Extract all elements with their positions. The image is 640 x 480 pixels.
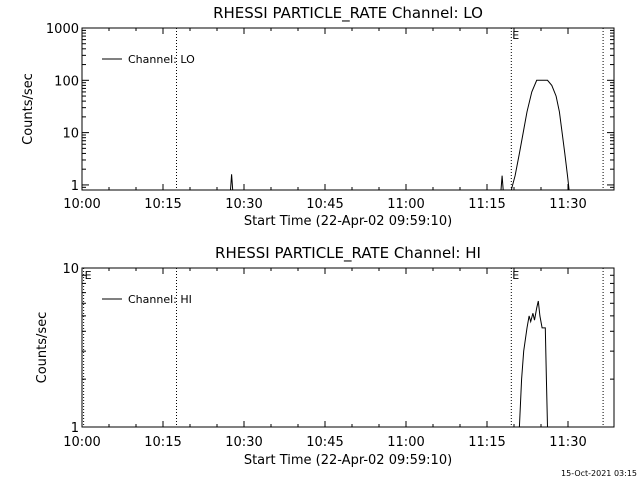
x-tick-label: 11:00 [387,197,424,212]
x-tick-label: 10:30 [225,435,262,450]
chart-panel-2: RHESSI PARTICLE_RATE Channel: HI 10:00 10:… [35,244,615,468]
plot-frame [81,27,615,191]
series-line [510,79,570,191]
event-marker-label: E [512,29,519,42]
y-tick-label: 1 [71,421,79,436]
series-line [500,175,504,191]
x-tick-label: 10:45 [306,197,343,212]
x-tick-label: 10:15 [144,435,181,450]
y-tick-label: 1 [71,179,79,194]
x-tick-label: 10:30 [225,197,262,212]
event-marker-label: E [512,269,519,282]
chart-title: RHESSI PARTICLE_RATE Channel: HI [215,244,481,263]
y-tick-label: 1000 [46,22,79,37]
legend-label: Channel: LO [128,53,195,66]
x-tick-label: 10:45 [306,435,343,450]
plot-frame [81,267,615,428]
chart-title: RHESSI PARTICLE_RATE Channel: LO [213,4,483,23]
x-axis-label: Start Time (22-Apr-02 09:59:10) [244,214,452,229]
timestamp: 15-Oct-2021 03:15 [561,469,637,478]
y-tick-label: 100 [54,74,79,89]
legend-label: Channel: HI [128,293,192,306]
y-axis-label: Counts/sec [21,73,36,145]
chart-panel-1: RHESSI PARTICLE_RATE Channel: LO 10:00 10:… [21,4,615,229]
y-tick-label: 10 [62,262,79,277]
x-tick-label: 11:00 [387,435,424,450]
x-tick-label: 11:30 [549,435,586,450]
series-line [518,300,548,428]
x-tick-label: 11:15 [468,435,505,450]
x-tick-label: 11:30 [549,197,586,212]
x-tick-label: 10:15 [144,197,181,212]
event-marker-label: E [85,269,92,282]
x-tick-label: 10:00 [63,435,100,450]
x-tick-label: 10:00 [63,197,100,212]
y-tick-label: 10 [62,127,79,142]
y-axis-label: Counts/sec [35,312,50,384]
x-tick-label: 11:15 [468,197,505,212]
series-line [230,174,234,191]
x-axis-label: Start Time (22-Apr-02 09:59:10) [244,453,452,468]
